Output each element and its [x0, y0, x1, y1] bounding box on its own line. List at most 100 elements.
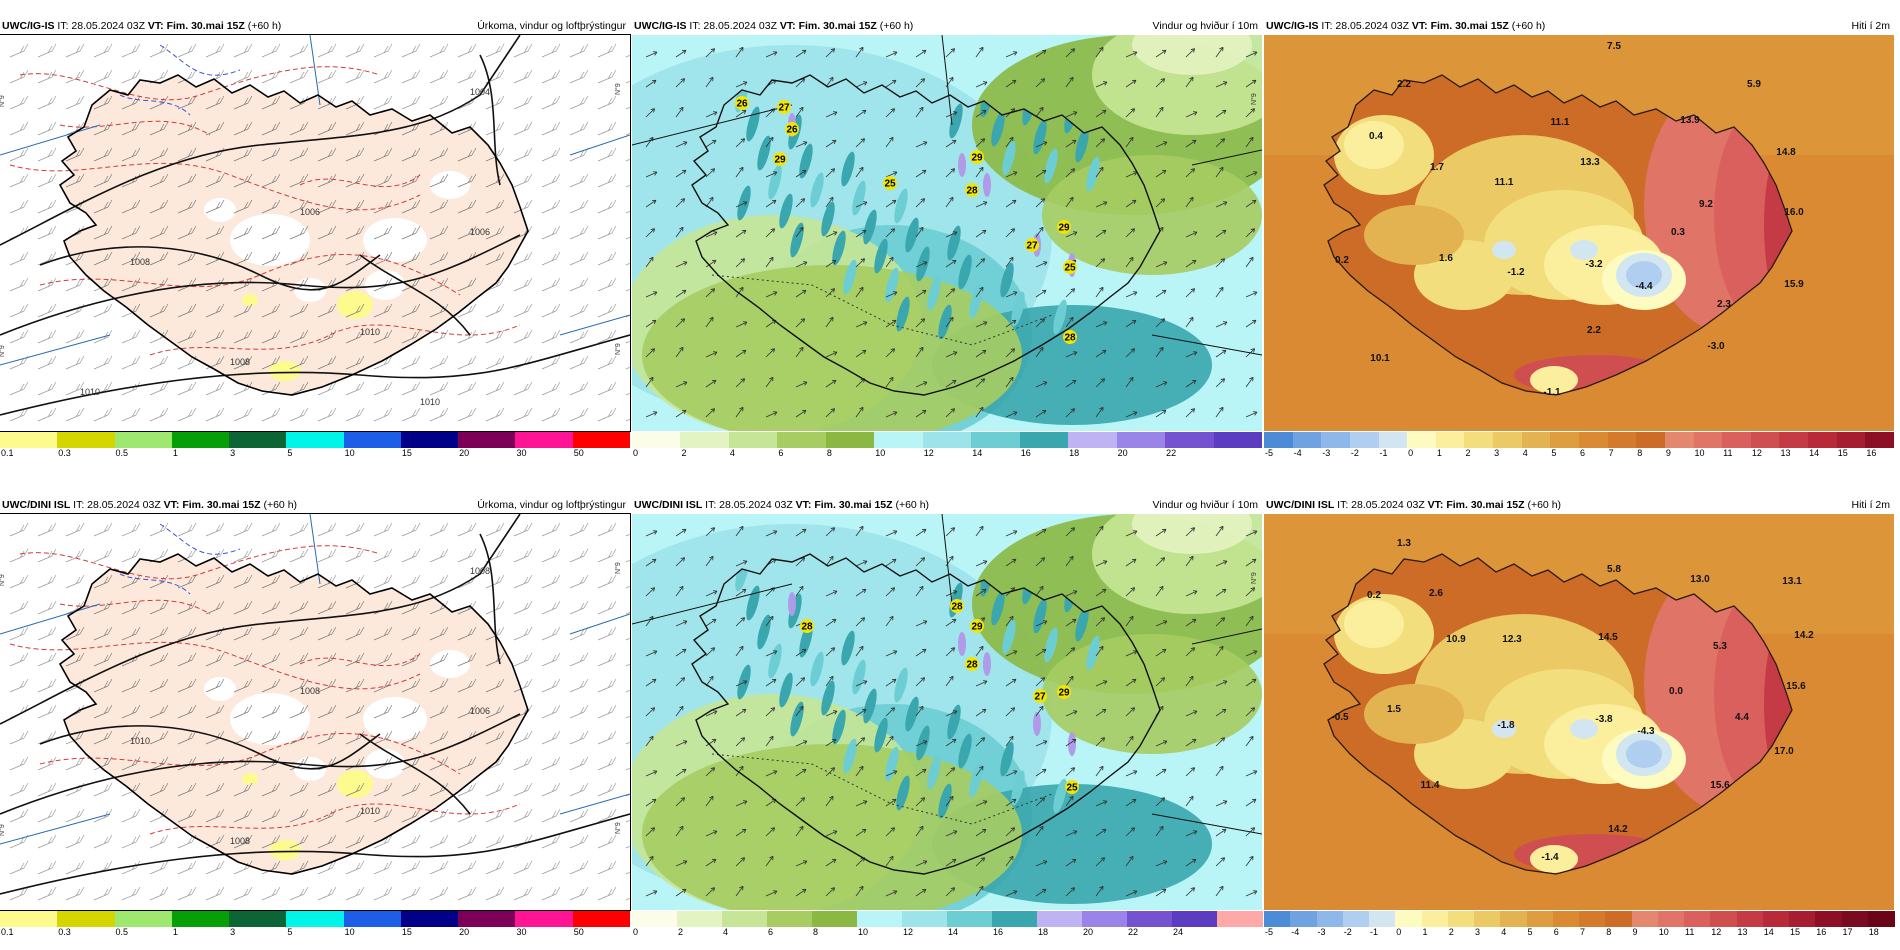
gust-value: 25	[1064, 262, 1076, 273]
temperature-value: -3.2	[1585, 259, 1603, 270]
lead-time: (+60 h)	[895, 499, 930, 511]
colorbar-tick: 20	[1083, 927, 1094, 937]
colorbar-tick: -5	[1265, 927, 1274, 937]
colorbar-tick: 2	[681, 448, 687, 458]
gust-value: 29	[1058, 687, 1070, 698]
colorbar	[632, 432, 1263, 448]
colorbar-tick: 6	[1553, 927, 1559, 937]
graticule-label: N°9	[614, 343, 622, 355]
colorbar-swatch	[1082, 911, 1128, 927]
temperature-value: 7.5	[1607, 41, 1621, 52]
colorbar-swatch	[680, 432, 730, 448]
colorbar-tick: 30	[516, 448, 527, 458]
colorbar-swatch	[1579, 432, 1609, 448]
temperature-value: 10.9	[1446, 634, 1466, 645]
colorbar-swatch	[1349, 432, 1380, 448]
model-name: UWC/IG-IS	[634, 20, 687, 32]
colorbar-tick: 5	[287, 927, 293, 937]
panel-title-bar: UWC/IG-IS IT: 28.05.2024 03Z VT: Fim. 30…	[632, 18, 1262, 35]
map-area: 1.3 0.2 2.6 5.8 13.0 13.1 10.9 12.3 14.5 5.3 14.2 0…	[1264, 514, 1894, 910]
temperature-value: 2.6	[1429, 588, 1443, 599]
colorbar-tick: 2	[1448, 927, 1454, 937]
temperature-value: 5.9	[1747, 79, 1761, 90]
colorbar-swatch	[722, 911, 768, 927]
temperature-value: 4.4	[1735, 712, 1749, 723]
map-area: 28 28 29 28 27 29 25 N°9	[632, 514, 1262, 910]
gust-value: 28	[951, 601, 963, 612]
colorbar-tick: 22	[1128, 927, 1139, 937]
panel-title-bar: UWC/IG-IS IT: 28.05.2024 03Z VT: Fim. 30…	[0, 18, 630, 35]
colorbar-tick: 5	[1527, 927, 1533, 937]
colorbar-tick: 12	[1711, 927, 1722, 937]
panel-dini-wind: UWC/DINI ISL IT: 28.05.2024 03Z VT: Fim.…	[632, 497, 1263, 947]
gust-value: 26	[786, 124, 798, 135]
glacier	[230, 693, 310, 745]
colorbar-swatch	[1165, 432, 1215, 448]
panel-title-bar: UWC/DINI ISL IT: 28.05.2024 03Z VT: Fim.…	[0, 497, 630, 514]
colorbar-swatch	[1684, 911, 1711, 927]
init-time: IT: 28.05.2024 03Z	[705, 499, 793, 511]
colorbar-tick: 50	[573, 448, 584, 458]
graticule-label: N°9	[0, 95, 6, 107]
colorbar-tick: 2	[1465, 448, 1471, 458]
colorbar-tick: 13	[1780, 448, 1791, 458]
map-svg: 28 28 29 28 27 29 25 N°9	[632, 514, 1262, 910]
model-name: UWC/IG-IS	[1266, 20, 1319, 32]
colorbar-swatch	[1636, 432, 1666, 448]
colorbar-swatch	[1264, 911, 1291, 927]
colorbar-tick: 16	[993, 927, 1004, 937]
colorbar-tick: -3	[1322, 448, 1331, 458]
lead-time: (+60 h)	[1511, 20, 1546, 32]
panel-title-bar: UWC/DINI ISL IT: 28.05.2024 03Z VT: Fim.…	[632, 497, 1262, 514]
panel-header-left: UWC/IG-IS IT: 28.05.2024 03Z VT: Fim. 30…	[2, 18, 281, 35]
colorbar-swatch	[1657, 911, 1685, 927]
colorbar-swatch	[1378, 432, 1408, 448]
temperature-value: -3.8	[1595, 714, 1613, 725]
colorbar-swatch	[1762, 911, 1790, 927]
temperature-value: 16.0	[1784, 207, 1804, 218]
panel-product-title: Úrkoma, vindur og loftþrýstingur	[477, 20, 626, 32]
colorbar-tick: 0	[633, 927, 639, 937]
colorbar-tick: 5	[287, 448, 293, 458]
coastline	[1323, 74, 1793, 396]
colorbar-tick: 12	[903, 927, 914, 937]
graticule	[632, 35, 1262, 356]
colorbar-tick: 7	[1580, 927, 1586, 937]
gust-marker	[970, 150, 984, 164]
gust-marker	[1025, 238, 1039, 252]
colorbar-swatch	[1867, 911, 1895, 927]
colorbar-swatch	[1342, 911, 1370, 927]
colorbar-tick: 0.5	[115, 927, 129, 937]
colorbar-swatch	[971, 432, 1021, 448]
precip-patches	[242, 291, 373, 381]
temperature-contours	[9, 523, 521, 835]
init-time: IT: 28.05.2024 03Z	[689, 20, 777, 32]
lead-time: (+60 h)	[263, 499, 298, 511]
colorbar-swatch	[171, 911, 230, 927]
colorbar-tick: 3	[230, 448, 236, 458]
colorbar-tick: 4	[723, 927, 729, 937]
gust-value: 25	[1066, 782, 1078, 793]
map-svg: 1008 1008 1010 1010 1006 1008 N°9 N°9 N°9 N°9	[0, 514, 630, 910]
colorbar-swatch	[825, 432, 875, 448]
colorbar-swatch	[1664, 432, 1695, 448]
gust-marker	[1063, 330, 1077, 344]
valid-time: VT: Fim. 30.mai 15Z	[163, 499, 261, 511]
lead-time: (+60 h)	[879, 20, 914, 32]
panel-header-left: UWC/IG-IS IT: 28.05.2024 03Z VT: Fim. 30…	[1266, 18, 1545, 35]
colorbar-tick: 5	[1551, 448, 1557, 458]
temperature-value: 12.3	[1502, 634, 1522, 645]
isobar-label: 1008	[470, 566, 490, 576]
colorbar-swatch	[1631, 911, 1659, 927]
graticule-label: N°9	[0, 824, 6, 836]
colorbar-swatch	[1172, 911, 1218, 927]
colorbar-swatch	[1395, 911, 1422, 927]
colorbar-swatch	[400, 432, 459, 448]
temperature-value: 15.6	[1710, 780, 1730, 791]
colorbar-swatch	[677, 911, 723, 927]
colorbar-tick: 1	[172, 927, 178, 937]
panel-dini-precip: UWC/DINI ISL IT: 28.05.2024 03Z VT: Fim.…	[0, 497, 631, 947]
panel-product-title: Úrkoma, vindur og loftþrýstingur	[477, 499, 626, 511]
colorbar-swatch	[1213, 432, 1263, 448]
colorbar-tick: 4	[1522, 448, 1528, 458]
